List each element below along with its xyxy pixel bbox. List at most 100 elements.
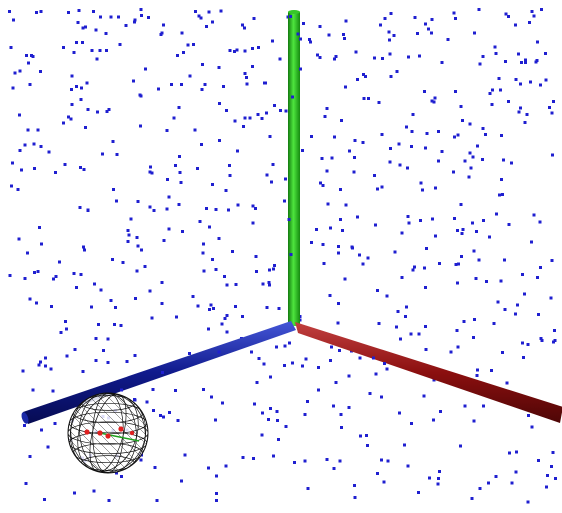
point-cloud-dot [325, 458, 329, 461]
point-cloud-dot [101, 152, 105, 156]
point-cloud-dot [121, 260, 125, 264]
point-cloud-dot [482, 404, 486, 408]
point-cloud-dot [175, 315, 179, 319]
point-cloud-dot [459, 444, 462, 448]
point-cloud-dot [427, 476, 431, 480]
point-cloud-dot [472, 317, 476, 321]
point-cloud-dot [76, 20, 80, 24]
point-cloud-dot [273, 104, 277, 108]
point-cloud-dot [133, 18, 137, 22]
point-cloud-dot [456, 345, 460, 349]
point-cloud-dot [410, 144, 413, 148]
point-cloud-dot [471, 221, 474, 225]
point-cloud-dot [223, 316, 227, 320]
point-cloud-dot [227, 163, 231, 167]
point-cloud-dot [529, 80, 533, 84]
point-cloud-dot [38, 70, 42, 73]
point-cloud-dot [207, 466, 211, 470]
point-cloud-dot [220, 322, 224, 326]
point-cloud-dot [532, 14, 536, 18]
point-cloud-dot [18, 113, 22, 117]
point-cloud-dot [139, 124, 142, 128]
point-cloud-dot [24, 482, 28, 486]
point-cloud-dot [104, 32, 108, 35]
point-cloud-dot [214, 418, 217, 422]
point-cloud-dot [383, 17, 387, 21]
point-cloud-dot [245, 82, 249, 86]
point-cloud-dot [438, 410, 442, 414]
point-cloud-dot [149, 165, 153, 169]
point-cloud-dot [530, 10, 534, 14]
point-cloud-dot [494, 51, 498, 55]
point-cloud-dot [139, 458, 143, 462]
point-cloud-dot [201, 251, 205, 255]
point-cloud-dot [309, 40, 312, 44]
point-cloud-dot [241, 456, 245, 460]
point-cloud-dot [380, 132, 384, 136]
point-cloud-dot [233, 119, 237, 123]
point-cloud-dot [283, 364, 286, 367]
point-cloud-dot [553, 338, 557, 342]
point-cloud-dot [550, 111, 554, 115]
point-cloud-dot [59, 330, 63, 334]
point-cloud-dot [347, 374, 351, 378]
point-cloud-dot [503, 307, 507, 311]
point-cloud-dot [502, 158, 506, 162]
point-cloud-dot [112, 187, 116, 191]
point-cloud-dot [11, 86, 15, 90]
point-cloud-dot [166, 177, 169, 181]
point-cloud-dot [506, 14, 510, 18]
point-cloud-dot [321, 242, 325, 246]
point-cloud-dot [139, 14, 143, 18]
point-cloud-dot [161, 415, 165, 419]
point-cloud-dot [179, 181, 183, 184]
point-cloud-dot [167, 195, 171, 199]
point-cloud-dot [323, 114, 327, 118]
point-cloud-dot [214, 268, 218, 272]
point-cloud-dot [540, 8, 544, 12]
point-cloud-dot [438, 469, 442, 473]
point-cloud-dot [402, 443, 406, 447]
point-cloud-dot [126, 228, 130, 232]
point-cloud-dot [99, 288, 103, 292]
point-cloud-dot [325, 107, 329, 110]
point-cloud-dot [301, 21, 305, 25]
point-cloud-dot [150, 316, 154, 320]
point-cloud-dot [79, 98, 83, 102]
point-cloud-dot [118, 42, 122, 46]
point-cloud-dot [83, 248, 87, 252]
point-cloud-dot [433, 96, 437, 100]
point-cloud-dot [478, 486, 482, 490]
point-cloud-dot [79, 86, 83, 90]
point-cloud-dot [332, 404, 336, 408]
point-cloud-dot [400, 231, 404, 235]
point-cloud-dot [455, 229, 459, 232]
point-cloud-dot [328, 294, 332, 298]
point-cloud-dot [446, 37, 450, 41]
point-cloud-dot [423, 90, 426, 94]
point-cloud-dot [333, 57, 337, 61]
point-cloud-dot [255, 381, 259, 384]
point-cloud-dot [54, 275, 58, 278]
sphere-probe[interactable] [23, 380, 193, 486]
point-cloud-dot [16, 187, 20, 191]
point-cloud-dot [549, 296, 553, 300]
point-cloud-dot [92, 489, 96, 493]
point-cloud-dot [9, 45, 13, 49]
point-cloud-dot [34, 301, 38, 305]
point-cloud-dot [334, 380, 338, 384]
point-cloud-dot [481, 127, 485, 131]
point-cloud-dot [455, 329, 459, 333]
point-cloud-dot [468, 151, 472, 155]
point-cloud-dot [382, 480, 386, 484]
point-cloud-dot [209, 303, 213, 307]
point-cloud-dot [336, 251, 340, 255]
point-cloud-dot [226, 208, 230, 212]
point-cloud-dot [105, 109, 109, 113]
point-cloud-dot [460, 255, 464, 259]
point-cloud-dot [215, 498, 219, 502]
point-cloud-dot [10, 184, 14, 188]
point-cloud-dot [394, 325, 398, 329]
point-cloud-dot [301, 149, 305, 152]
